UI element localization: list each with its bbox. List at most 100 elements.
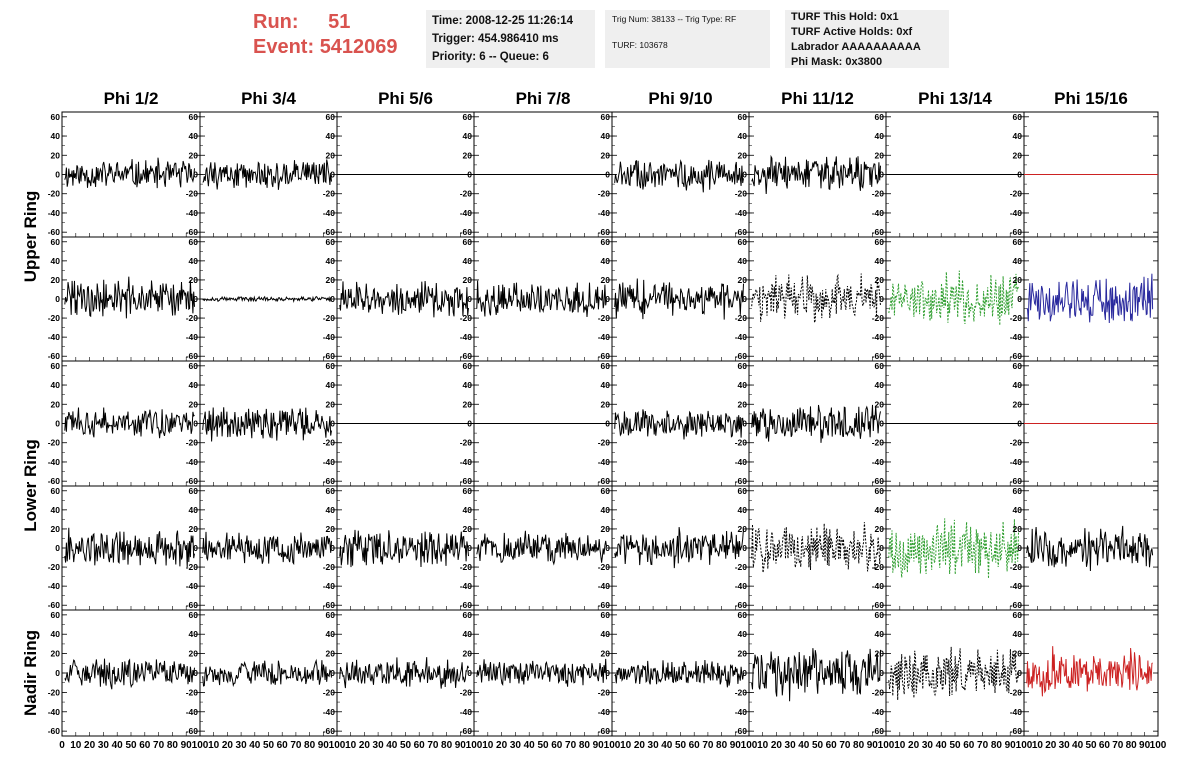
- y-tick-label: 60: [326, 112, 336, 122]
- y-tick-label: -60: [186, 726, 199, 736]
- y-tick-label: -40: [460, 707, 473, 717]
- x-tick-label: 40: [661, 740, 673, 751]
- y-tick-label: 60: [875, 486, 885, 496]
- y-tick-label: -40: [598, 208, 611, 218]
- y-tick-label: -40: [460, 457, 473, 467]
- x-tick-label: 70: [702, 740, 714, 751]
- y-tick-label: 60: [189, 486, 199, 496]
- y-tick-label: 40: [738, 629, 748, 639]
- y-tick-label: 40: [738, 131, 748, 141]
- y-tick-label: 0: [742, 170, 747, 180]
- x-tick-label: 100: [1016, 740, 1033, 751]
- y-tick-label: 40: [875, 131, 885, 141]
- y-tick-label: 60: [738, 112, 748, 122]
- y-tick-label: -20: [872, 189, 885, 199]
- y-tick-label: -60: [872, 227, 885, 237]
- y-tick-label: -40: [186, 457, 199, 467]
- y-tick-label: 0: [193, 668, 198, 678]
- x-tick-label: 80: [304, 740, 316, 751]
- y-tick-label: 20: [51, 150, 61, 160]
- x-tick-label: 20: [771, 740, 783, 751]
- y-tick-label: -60: [48, 227, 61, 237]
- x-tick-label: 60: [414, 740, 426, 751]
- y-tick-label: -60: [735, 351, 748, 361]
- run-value: 51: [328, 11, 351, 33]
- y-tick-label: -60: [186, 351, 199, 361]
- time-info-box: Time: 2008-12-25 11:26:14 Trigger: 454.9…: [426, 10, 595, 68]
- y-tick-label: 0: [467, 294, 472, 304]
- y-tick-label: 20: [875, 399, 885, 409]
- event-row: Event: 5412069: [253, 35, 398, 60]
- y-tick-label: -20: [186, 687, 199, 697]
- y-tick-label: -60: [323, 726, 336, 736]
- y-tick-label: -40: [735, 581, 748, 591]
- y-tick-label: -60: [323, 600, 336, 610]
- waveform-trace: [339, 657, 469, 689]
- y-tick-label: 40: [463, 256, 473, 266]
- y-tick-label: -60: [460, 227, 473, 237]
- y-tick-label: 0: [742, 543, 747, 553]
- y-tick-label: 40: [189, 505, 199, 515]
- y-tick-label: 0: [55, 668, 60, 678]
- y-tick-label: -40: [598, 581, 611, 591]
- y-tick-label: 60: [51, 610, 61, 620]
- y-tick-label: 60: [1013, 610, 1023, 620]
- y-tick-label: -20: [872, 313, 885, 323]
- y-tick-label: 0: [1017, 294, 1022, 304]
- y-tick-label: 40: [463, 629, 473, 639]
- y-tick-label: -40: [735, 707, 748, 717]
- y-tick-label: 0: [467, 668, 472, 678]
- waveform-trace: [202, 531, 332, 566]
- waveform-trace: [202, 159, 332, 190]
- x-tick-label: 50: [400, 740, 412, 751]
- panel-frame: [748, 485, 887, 611]
- y-tick-label: 0: [330, 170, 335, 180]
- column-title: Phi 15/16: [1054, 89, 1128, 108]
- y-tick-label: -40: [1010, 457, 1023, 467]
- y-tick-label: 0: [55, 170, 60, 180]
- y-tick-label: -20: [48, 189, 61, 199]
- y-tick-label: -60: [186, 600, 199, 610]
- y-tick-label: 60: [1013, 237, 1023, 247]
- waveform-trace: [614, 527, 744, 569]
- y-tick-label: 20: [738, 399, 748, 409]
- y-tick-label: 60: [189, 610, 199, 620]
- x-tick-label: 70: [565, 740, 577, 751]
- x-tick-label: 20: [359, 740, 371, 751]
- y-tick-label: -20: [48, 687, 61, 697]
- y-tick-label: -40: [872, 457, 885, 467]
- y-tick-label: 40: [601, 629, 611, 639]
- y-tick-label: -40: [460, 208, 473, 218]
- y-tick-label: 40: [1013, 505, 1023, 515]
- x-tick-label: 60: [689, 740, 701, 751]
- y-tick-label: -20: [323, 562, 336, 572]
- y-tick-label: -20: [1010, 562, 1023, 572]
- y-tick-label: 20: [51, 399, 61, 409]
- y-tick-label: 40: [51, 131, 61, 141]
- y-tick-label: -20: [48, 562, 61, 572]
- x-tick-label: 100: [466, 740, 483, 751]
- y-tick-label: 40: [51, 380, 61, 390]
- y-tick-label: 60: [326, 486, 336, 496]
- trig-num-text: Trig Num: 38133 -- Trig Type: RF: [612, 14, 737, 24]
- y-tick-label: -40: [1010, 707, 1023, 717]
- column-title: Phi 5/6: [378, 89, 433, 108]
- y-tick-label: 20: [51, 524, 61, 534]
- y-tick-label: 20: [1013, 275, 1023, 285]
- y-tick-label: 20: [326, 649, 336, 659]
- waveform-trace: [202, 407, 332, 442]
- waveform-trace: [614, 159, 744, 193]
- y-tick-label: 40: [875, 380, 885, 390]
- x-tick-label: 0: [59, 740, 65, 751]
- x-tick-label: 10: [482, 740, 494, 751]
- x-tick-label: 10: [345, 740, 357, 751]
- y-tick-label: 60: [189, 112, 199, 122]
- y-tick-label: 20: [463, 399, 473, 409]
- y-tick-label: 60: [1013, 112, 1023, 122]
- y-tick-label: 60: [326, 361, 336, 371]
- x-tick-label: 90: [318, 740, 330, 751]
- y-tick-label: 20: [1013, 524, 1023, 534]
- y-tick-label: -40: [48, 581, 61, 591]
- panel-frame: [1023, 236, 1159, 362]
- y-tick-label: 60: [875, 610, 885, 620]
